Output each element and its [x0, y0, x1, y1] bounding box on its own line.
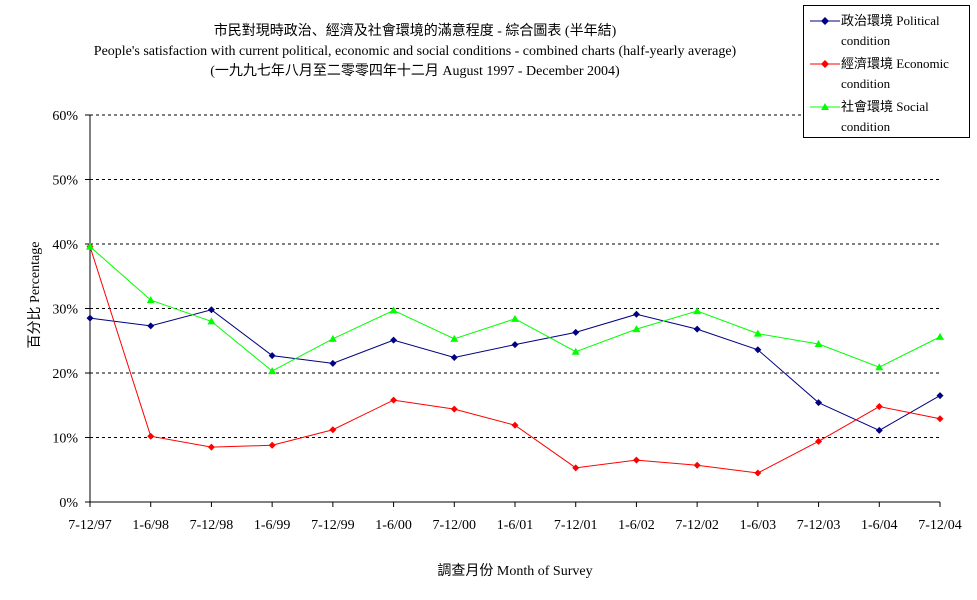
- y-tick-label: 10%: [52, 432, 78, 447]
- x-tick-label: 7-12/97: [68, 518, 112, 533]
- legend-label-social: 社會環境 Social condition: [841, 99, 929, 134]
- x-axis-label: 調查月份 Month of Survey: [437, 564, 593, 579]
- data-point-social: [511, 314, 519, 322]
- y-tick-label: 40%: [52, 238, 78, 253]
- data-point-political: [329, 359, 337, 367]
- x-tick-label: 1-6/99: [254, 518, 291, 533]
- data-point-economic: [572, 464, 580, 472]
- data-point-political: [450, 354, 458, 362]
- y-tick-label: 20%: [52, 367, 78, 382]
- data-point-political: [147, 322, 155, 330]
- data-point-social: [632, 325, 641, 333]
- y-axis-label: 百分比 Percentage: [28, 241, 43, 349]
- data-point-social: [571, 347, 580, 355]
- data-point-economic: [390, 396, 398, 404]
- data-point-political: [572, 328, 580, 336]
- data-point-social: [814, 339, 823, 347]
- x-tick-label: 1-6/04: [861, 518, 898, 533]
- data-point-economic: [815, 437, 823, 445]
- chart-legend: 政治環境 Political condition 經濟環境 Economic c…: [803, 5, 970, 138]
- data-point-political: [875, 426, 883, 434]
- legend-swatch-social: [810, 103, 840, 110]
- data-point-political: [693, 325, 701, 333]
- data-point-political: [268, 352, 276, 360]
- data-point-economic: [632, 456, 640, 464]
- data-point-political: [511, 341, 519, 349]
- data-point-political: [86, 314, 94, 322]
- series-line-political: [89, 309, 941, 431]
- data-point-political: [390, 336, 398, 344]
- data-point-political: [754, 346, 762, 354]
- chart-subtitle-period: (一九九七年八月至二零零四年十二月 August 1997 - December…: [210, 64, 620, 79]
- data-point-social: [875, 363, 884, 371]
- data-point-social: [86, 242, 94, 250]
- data-point-economic: [936, 415, 944, 423]
- data-point-economic: [268, 441, 276, 449]
- data-point-economic: [754, 469, 762, 477]
- data-point-political: [207, 306, 215, 314]
- data-point-social: [207, 317, 216, 325]
- data-point-social: [328, 334, 337, 342]
- data-point-economic: [875, 403, 883, 411]
- legend-swatch-economic: [810, 60, 840, 68]
- data-point-social: [389, 306, 398, 314]
- legend-swatch-political: [810, 17, 840, 25]
- x-tick-label: 7-12/00: [433, 518, 477, 533]
- legend-label-political: 政治環境 Political condition: [841, 13, 940, 48]
- data-point-economic: [207, 443, 215, 451]
- data-point-social: [693, 307, 702, 315]
- x-tick-label: 7-12/03: [797, 518, 841, 533]
- data-point-social: [753, 329, 762, 337]
- data-point-social: [268, 367, 277, 375]
- y-tick-label: 50%: [52, 174, 78, 189]
- x-tick-label: 1-6/02: [618, 518, 655, 533]
- data-point-social: [936, 332, 944, 340]
- y-tick-label: 30%: [52, 303, 78, 318]
- x-tick-label: 1-6/03: [740, 518, 777, 533]
- x-tick-label: 7-12/04: [918, 518, 962, 533]
- data-point-political: [632, 310, 640, 318]
- y-tick-label: 0%: [59, 496, 78, 511]
- data-point-political: [815, 399, 823, 407]
- chart-title-chinese: 市民對現時政治、經濟及社會環境的滿意程度 - 綜合圖表 (半年結): [213, 24, 617, 39]
- legend-label-economic: 經濟環境 Economic condition: [841, 56, 949, 91]
- chart-title-block: 市民對現時政治、經濟及社會環境的滿意程度 - 綜合圖表 (半年結) People…: [20, 22, 810, 82]
- x-tick-label: 7-12/01: [554, 518, 598, 533]
- data-point-economic: [147, 432, 155, 440]
- x-tick-label: 1-6/00: [375, 518, 412, 533]
- data-point-economic: [329, 426, 337, 434]
- x-tick-label: 1-6/01: [497, 518, 534, 533]
- y-tick-label: 60%: [52, 109, 78, 124]
- data-point-social: [146, 296, 155, 304]
- x-tick-label: 7-12/02: [675, 518, 719, 533]
- chart-title-english: People's satisfaction with current polit…: [93, 44, 737, 59]
- x-tick-label: 7-12/99: [311, 518, 355, 533]
- data-point-social: [450, 334, 459, 342]
- data-point-economic: [693, 461, 701, 469]
- x-tick-label: 1-6/98: [132, 518, 169, 533]
- data-point-economic: [450, 405, 458, 413]
- data-point-economic: [511, 421, 519, 429]
- data-point-political: [936, 392, 944, 400]
- x-tick-label: 7-12/98: [190, 518, 234, 533]
- series-line-economic: [89, 246, 941, 474]
